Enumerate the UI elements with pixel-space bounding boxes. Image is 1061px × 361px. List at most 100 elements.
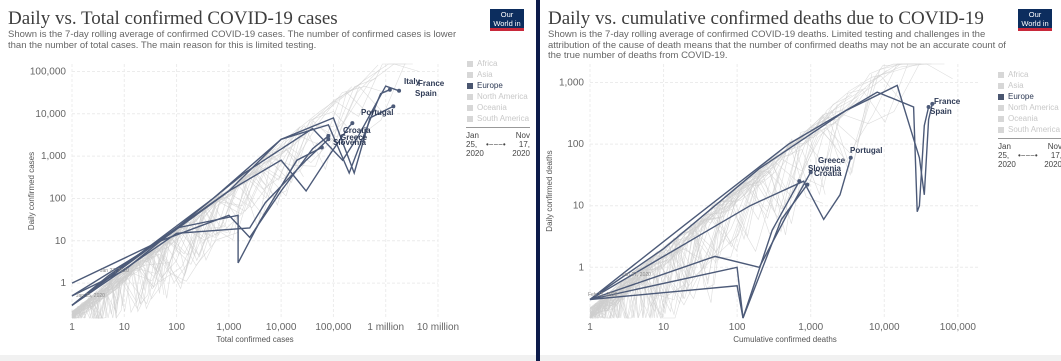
background-country-line: [589, 231, 693, 316]
date-annotation: Feb 15, 2020: [588, 292, 618, 298]
background-country-line: [589, 97, 859, 310]
legend-label: Oceania: [477, 103, 507, 112]
x-tick-label: 1: [69, 322, 75, 333]
legend-item-europe[interactable]: Europe: [467, 80, 529, 91]
series-label: Croatia: [814, 169, 842, 178]
legend-label: Europe: [1008, 92, 1034, 101]
legend-swatch: [467, 104, 473, 111]
legend-label: North America: [477, 92, 528, 101]
series-label: Italy: [404, 77, 421, 86]
series-endpoint: [848, 155, 853, 160]
axes: 1 10 100 1,000 10,000 100,000 1 10 100 1,000 Cumul…: [545, 78, 976, 344]
owid-logo[interactable]: Our World in Data: [1018, 9, 1052, 36]
logo-text: Our World in Data: [493, 10, 521, 36]
legend-label: South America: [1008, 125, 1061, 134]
panel-divider: [536, 0, 540, 361]
date-annotation: Jan 25, 2020: [76, 293, 105, 299]
y-tick-label: 1: [578, 262, 584, 273]
legend-swatch: [998, 115, 1004, 122]
series-endpoint: [326, 133, 331, 138]
time-start-label: Jan 25, 2020: [998, 142, 1016, 169]
background-country-line: [589, 99, 858, 318]
series-endpoint: [926, 105, 931, 110]
series-line-greece: [71, 138, 329, 306]
x-tick-label: 100,000: [940, 322, 977, 333]
region-legend: Africa Asia Europe North America Oceania…: [998, 69, 1060, 135]
y-axis-label: Daily confirmed cases: [27, 152, 36, 230]
legend-swatch: [998, 93, 1004, 100]
legend-item[interactable]: Africa: [467, 58, 529, 69]
x-tick-label: 10 million: [417, 322, 459, 333]
time-range-selector[interactable]: Jan 25, 2020 •−−−• Nov 17, 2020: [466, 127, 530, 161]
legend-label: Africa: [1008, 70, 1029, 79]
legend-swatch: [467, 60, 473, 67]
owid-logo[interactable]: Our World in Data: [490, 9, 524, 36]
region-legend: Africa Asia Europe North America Oceania…: [467, 58, 529, 124]
background-country-line: [71, 206, 205, 315]
legend-item[interactable]: South America: [467, 113, 529, 124]
chart-subtitle: Shown is the 7-day rolling average of co…: [548, 29, 1006, 61]
background-country-line: [589, 63, 921, 311]
date-annotation: Jan 27, 2020: [100, 268, 129, 274]
series-endpoint: [397, 88, 402, 93]
series-line-croatia: [71, 135, 329, 297]
x-tick-label: 10: [119, 322, 131, 333]
x-axis-label: Total confirmed cases: [216, 335, 293, 344]
legend-item[interactable]: North America: [998, 102, 1060, 113]
logo-accent: [490, 28, 524, 31]
series-line-slovenia: [71, 146, 323, 306]
legend-item[interactable]: Oceania: [467, 102, 529, 113]
series-label: Spain: [415, 89, 437, 98]
series-endpoint: [808, 170, 813, 175]
series-endpoint: [387, 87, 392, 92]
background-country-line: [589, 170, 772, 318]
legend-swatch: [467, 93, 473, 100]
series-line-spain: [589, 91, 930, 301]
time-range-arrow: •−−−•: [1018, 151, 1038, 160]
x-tick-label: 10: [658, 322, 670, 333]
y-tick-label: 100: [567, 139, 584, 150]
background-country-line: [589, 267, 648, 319]
x-tick-label: 10,000: [869, 322, 900, 333]
series-label: Portugal: [361, 108, 393, 117]
x-tick-label: 1,000: [798, 322, 823, 333]
cases-chart-panel: Daily vs. Total confirmed COVID-19 cases…: [0, 8, 536, 361]
series-label: Spain: [930, 107, 952, 116]
x-tick-label: 1 million: [367, 322, 404, 333]
series-endpoint: [326, 137, 331, 142]
y-tick-label: 10: [55, 236, 67, 247]
x-axis-label: Cumulative confirmed deaths: [733, 335, 837, 344]
legend-item[interactable]: Asia: [467, 69, 529, 80]
legend-item[interactable]: Oceania: [998, 113, 1060, 124]
legend-swatch: [467, 115, 473, 122]
y-tick-label: 10,000: [35, 109, 66, 120]
background-country-line: [589, 265, 646, 319]
time-end-label: Nov 17, 2020: [512, 131, 530, 158]
background-country-line: [72, 273, 134, 320]
legend-item-europe[interactable]: Europe: [998, 91, 1060, 102]
chart-subtitle: Shown is the 7-day rolling average of co…: [8, 29, 457, 51]
time-range-arrow: •−−−•: [486, 140, 506, 149]
y-tick-label: 10: [573, 201, 585, 212]
legend-item[interactable]: South America: [998, 124, 1060, 135]
legend-item[interactable]: Africa: [998, 69, 1060, 80]
legend-label: Asia: [1008, 81, 1024, 90]
legend-item[interactable]: Asia: [998, 80, 1060, 91]
background-country-line: [589, 94, 852, 319]
legend-item[interactable]: North America: [467, 91, 529, 102]
y-tick-label: 1,000: [559, 78, 584, 89]
series-endpoint: [930, 101, 935, 106]
series-label: France: [418, 79, 445, 88]
time-start-label: Jan 25, 2020: [466, 131, 484, 158]
background-country-line: [71, 82, 362, 319]
background-country-lines: [589, 63, 953, 320]
deaths-chart-panel: Daily vs. cumulative confirmed deaths du…: [540, 0, 1061, 361]
y-tick-label: 1: [60, 278, 66, 289]
x-tick-label: 100: [168, 322, 185, 333]
time-range-selector[interactable]: Jan 25, 2020 •−−−• Nov 17, 2020: [998, 138, 1061, 172]
time-end-label: Nov 17, 2020: [1044, 142, 1061, 169]
background-country-line: [589, 63, 901, 313]
x-tick-label: 10,000: [266, 322, 297, 333]
x-tick-label: 1,000: [216, 322, 241, 333]
